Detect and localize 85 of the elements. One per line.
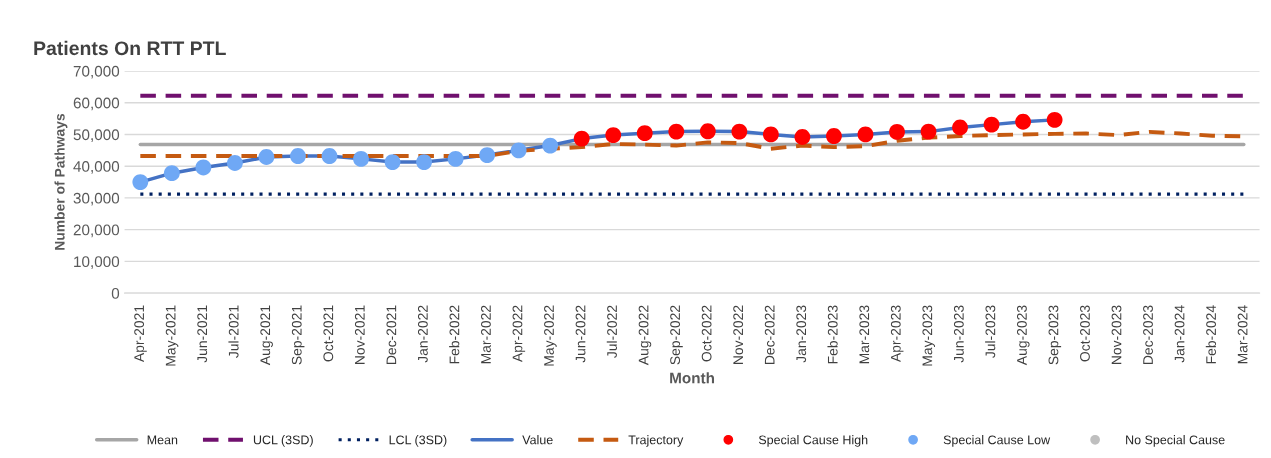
point	[636, 125, 653, 142]
x-tick-label: Oct-2021	[323, 305, 334, 362]
point	[857, 126, 874, 143]
point	[353, 150, 369, 167]
x-tick-label: Jul-2023	[985, 305, 996, 358]
x-tick-label: Jul-2021	[228, 305, 239, 358]
x-tick-label: May-2022	[544, 305, 557, 366]
x-tick-label: Nov-2021	[354, 305, 365, 364]
x-tick-label: Sep-2023	[1048, 305, 1062, 365]
x-tick-label: Sep-2022	[670, 305, 683, 365]
x-tick-label: Oct-2022	[701, 305, 712, 362]
y-tick-label: 10,000	[74, 256, 120, 269]
point	[479, 147, 496, 163]
chart-title: Patients On RTT PTL	[34, 40, 226, 56]
point	[132, 174, 149, 190]
x-tick-label: May-2023	[922, 305, 935, 366]
x-tick-label: Jan-2024	[1174, 305, 1185, 363]
point	[794, 129, 811, 145]
point	[762, 126, 779, 143]
y-tick-label: 40,000	[73, 161, 120, 174]
x-tick-label: Aug-2022	[638, 305, 652, 366]
x-tick-label: Nov-2023	[1111, 305, 1122, 364]
x-tick-label: Jan-2022	[417, 305, 428, 363]
legend-label: Trajectory	[628, 435, 684, 447]
x-tick-label: Mar-2023	[859, 305, 870, 364]
y-axis-title: Number of Pathways	[54, 113, 68, 250]
point	[226, 155, 243, 171]
point	[605, 127, 622, 144]
x-tick-label: Jul-2022	[606, 305, 617, 358]
point	[920, 123, 937, 140]
legend-label: UCL (3SD)	[253, 435, 313, 447]
x-tick-label: Jun-2022	[575, 305, 586, 363]
y-tick-label: 50,000	[73, 129, 120, 142]
x-axis-title: Month	[670, 372, 715, 384]
x-tick-label: Mar-2022	[481, 305, 491, 364]
point	[384, 154, 401, 170]
legend-label: LCL (3SD)	[389, 435, 447, 447]
legend-label: Special Cause Low	[943, 435, 1051, 447]
legend-label: Value	[522, 435, 553, 445]
point	[952, 119, 968, 136]
point	[258, 149, 275, 165]
y-tick-label: 0	[111, 287, 120, 299]
point	[1046, 111, 1063, 128]
point	[826, 128, 842, 144]
legend-label: Mean	[147, 435, 178, 445]
x-tick-label: Nov-2022	[733, 305, 744, 364]
x-tick-label: Jun-2021	[197, 305, 208, 363]
x-tick-label: Dec-2023	[1143, 305, 1153, 364]
y-tick-label: 70,000	[73, 65, 120, 79]
point	[321, 148, 338, 164]
point	[983, 116, 1000, 133]
point	[699, 123, 716, 140]
x-tick-label: Feb-2022	[449, 305, 460, 364]
x-tick-label: Jan-2023	[796, 305, 807, 363]
point	[163, 165, 180, 182]
x-tick-label: Apr-2021	[134, 305, 147, 363]
point	[573, 130, 590, 147]
x-tick-label: Oct-2023	[1080, 305, 1090, 362]
x-tick-label: Aug-2023	[1017, 305, 1030, 366]
x-tick-label: Dec-2021	[386, 305, 397, 364]
x-tick-label: Mar-2024	[1237, 305, 1248, 364]
x-tick-label: Jun-2023	[953, 305, 964, 363]
y-tick-label: 60,000	[73, 97, 120, 111]
x-tick-label: May-2021	[165, 305, 179, 366]
x-tick-label: Dec-2022	[764, 305, 775, 364]
legend-label: Special Cause High	[758, 435, 868, 447]
point	[731, 123, 748, 140]
y-tick-label: 20,000	[73, 224, 120, 238]
point	[889, 124, 905, 140]
x-tick-label: Apr-2022	[512, 305, 526, 363]
x-tick-label: Aug-2021	[260, 305, 273, 366]
point	[290, 148, 306, 164]
x-tick-label: Apr-2023	[890, 305, 904, 363]
x-tick-label: Feb-2024	[1205, 305, 1216, 364]
point	[510, 142, 527, 159]
y-tick-label: 30,000	[73, 192, 120, 206]
x-tick-label: Feb-2023	[827, 305, 838, 364]
point	[1015, 113, 1032, 130]
point	[447, 150, 464, 167]
point	[668, 123, 685, 140]
point	[195, 159, 212, 176]
x-tick-label: Sep-2021	[291, 305, 305, 365]
legend-label: No Special Cause	[1126, 435, 1225, 447]
point	[542, 137, 559, 154]
point	[416, 154, 432, 170]
